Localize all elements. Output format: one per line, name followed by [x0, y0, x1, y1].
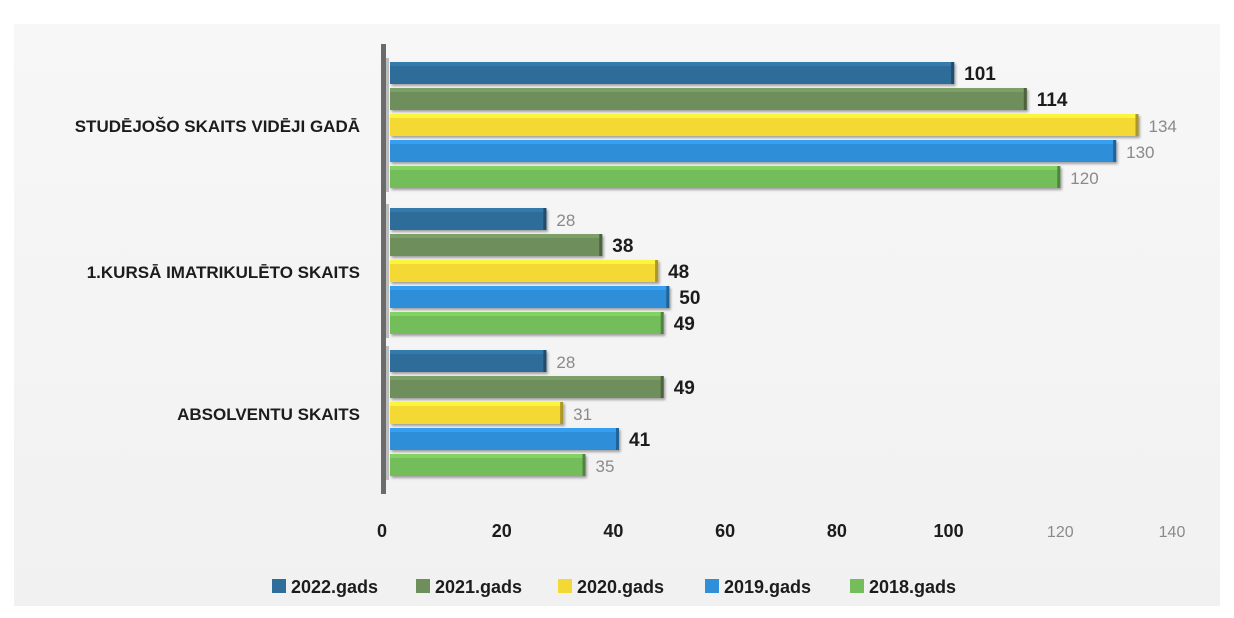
data-label: 48 — [668, 262, 689, 283]
data-label: 38 — [612, 236, 633, 257]
y-axis-line — [381, 44, 386, 494]
legend-label: 2021.gads — [435, 577, 522, 597]
x-tick-label: 100 — [934, 521, 964, 541]
data-label: 120 — [1070, 169, 1098, 188]
data-label: 134 — [1148, 117, 1176, 136]
bar — [390, 260, 659, 282]
bar — [390, 208, 547, 230]
bar — [390, 312, 664, 334]
x-tick-label: 80 — [827, 521, 847, 541]
legend-item: 2022.gads — [272, 577, 378, 597]
bar — [390, 114, 1139, 136]
bar — [390, 428, 620, 450]
legend-item: 2018.gads — [850, 577, 956, 597]
x-tick-label: 20 — [492, 521, 512, 541]
category-band — [386, 346, 389, 480]
category-band — [386, 204, 389, 338]
bar — [390, 402, 564, 424]
data-label: 49 — [674, 378, 695, 399]
data-label: 31 — [573, 405, 592, 424]
legend-label: 2022.gads — [291, 577, 378, 597]
data-label: 41 — [629, 430, 651, 451]
bar — [390, 166, 1061, 188]
legend-label: 2020.gads — [577, 577, 664, 597]
category-label: 1.KURSĀ IMATRIKULĒTO SKAITS — [87, 263, 360, 282]
bar — [390, 376, 664, 398]
bar — [390, 350, 547, 372]
x-tick-label: 140 — [1159, 524, 1186, 541]
legend-item: 2021.gads — [416, 577, 522, 597]
legend-item: 2019.gads — [705, 577, 811, 597]
bar — [390, 234, 603, 256]
legend-item: 2020.gads — [558, 577, 664, 597]
category-label: STUDĒJOŠO SKAITS VIDĒJI GADĀ — [75, 117, 360, 136]
category-band — [386, 58, 389, 192]
legend-label: 2019.gads — [724, 577, 811, 597]
x-tick-label: 120 — [1047, 524, 1074, 541]
data-label: 35 — [596, 457, 615, 476]
legend-swatch — [272, 579, 286, 593]
legend-label: 2018.gads — [869, 577, 956, 597]
x-tick-label: 60 — [715, 521, 735, 541]
legend-swatch — [416, 579, 430, 593]
bar — [390, 286, 670, 308]
data-label: 49 — [674, 314, 695, 335]
category-label: ABSOLVENTU SKAITS — [177, 405, 360, 424]
data-label: 101 — [964, 64, 996, 85]
bar — [390, 62, 955, 84]
bar — [390, 88, 1027, 110]
x-tick-label: 40 — [603, 521, 623, 541]
legend-swatch — [705, 579, 719, 593]
data-label: 114 — [1037, 90, 1068, 111]
legend-swatch — [558, 579, 572, 593]
bar — [390, 454, 586, 476]
data-label: 50 — [679, 288, 700, 309]
data-label: 130 — [1126, 143, 1154, 162]
legend-swatch — [850, 579, 864, 593]
data-label: 28 — [556, 353, 575, 372]
data-label: 28 — [556, 211, 575, 230]
x-tick-label: 0 — [377, 521, 387, 541]
bar — [390, 140, 1117, 162]
